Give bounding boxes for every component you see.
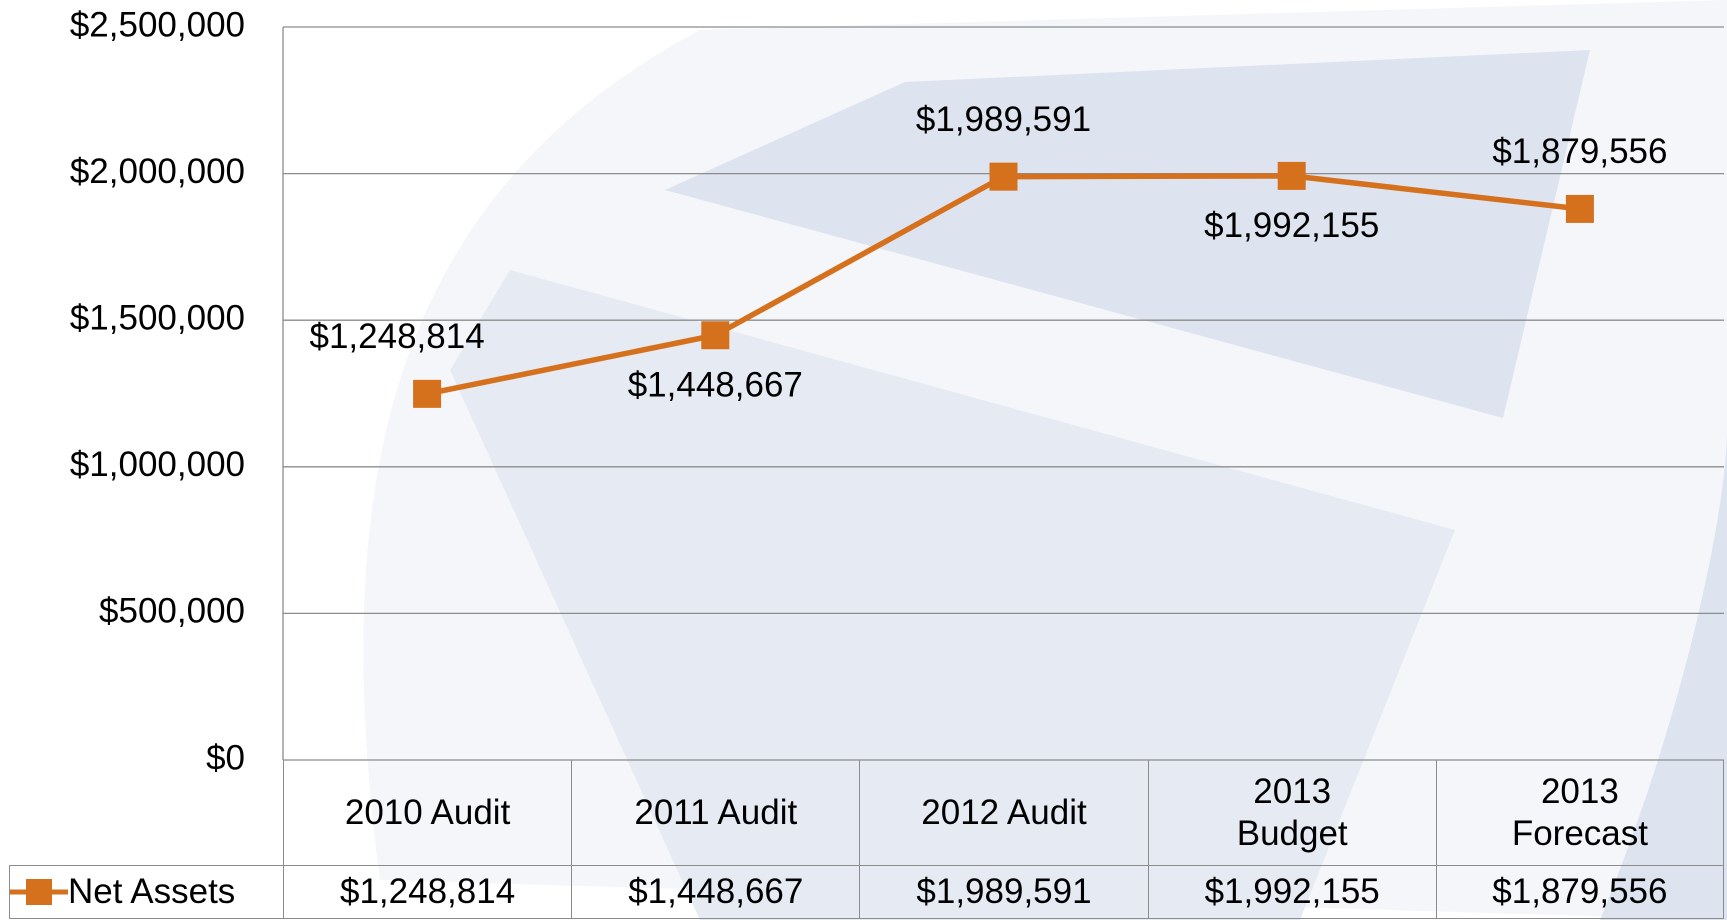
y-tick-label: $1,000,000 [70,445,245,484]
legend-marker [26,879,52,905]
value-cell: $1,989,591 [859,865,1148,919]
y-tick-label: $2,000,000 [70,152,245,191]
bg-shape [665,50,1590,418]
value-cell-text: $1,879,556 [1492,872,1668,911]
value-cell-text: $1,989,591 [916,872,1092,911]
category-cell-text: 2011 Audit [634,792,798,832]
marker [413,379,442,408]
category-cell: 2010 Audit [283,760,571,865]
category-cell: 2013 Forecast [1435,760,1724,865]
data-label: $1,448,667 [628,366,803,405]
category-cell-text: 2013 Forecast [1511,771,1648,853]
bg-shape [1600,430,1727,920]
series-header: Net Assets [9,865,283,919]
category-cell-text: 2012 Audit [921,792,1087,832]
legend-label: Net Assets [68,872,236,911]
category-cell: 2011 Audit [571,760,859,865]
marker [989,162,1018,191]
data-label: $1,992,155 [1204,206,1379,245]
y-tick-label: $500,000 [99,592,245,631]
data-label: $1,989,591 [916,100,1091,139]
category-cell: 2012 Audit [859,760,1147,865]
legend-icon [10,879,68,905]
background [363,0,1727,920]
value-cell-text: $1,448,667 [628,872,804,911]
data-label: $1,248,814 [310,317,485,356]
value-cell: $1,879,556 [1435,865,1724,919]
marker [1565,194,1594,223]
value-cell-text: $1,248,814 [340,872,516,911]
category-cell: 2013 Budget [1147,760,1436,865]
marker [701,321,730,350]
value-cell: $1,448,667 [571,865,860,919]
value-cell-text: $1,992,155 [1204,872,1380,911]
value-cell: $1,248,814 [283,865,572,919]
y-tick-label: $1,500,000 [70,298,245,337]
category-cell-text: 2010 Audit [344,792,511,832]
value-cell: $1,992,155 [1147,865,1436,919]
category-cell-text: 2013 Budget [1236,771,1348,853]
data-label: $1,879,556 [1492,132,1667,171]
bg-shape [450,270,1455,920]
y-tick-label: $0 [206,738,245,777]
y-tick-label: $2,500,000 [70,5,245,44]
marker [1277,161,1306,190]
